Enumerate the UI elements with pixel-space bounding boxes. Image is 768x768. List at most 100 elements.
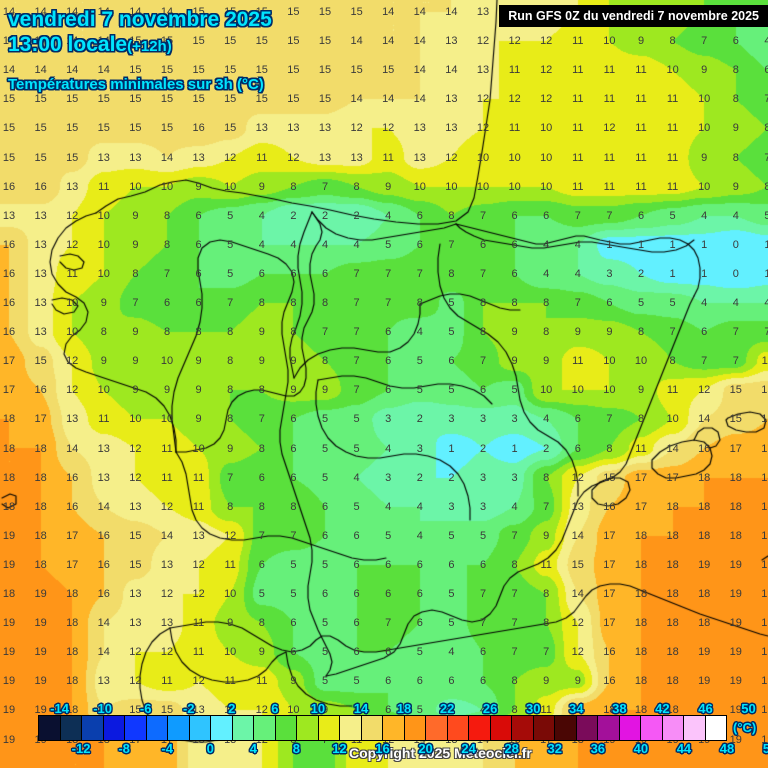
legend-tick-label: 22	[439, 701, 455, 716]
legend-swatch	[146, 716, 168, 740]
grid-temperature-value: 12	[192, 558, 205, 571]
grid-temperature-value: 7	[227, 297, 234, 309]
grid-temperature-value: 0	[732, 267, 739, 280]
grid-temperature-value: 7	[574, 209, 581, 222]
grid-temperature-value: 18	[634, 646, 648, 659]
grid-temperature-value: 18	[34, 471, 47, 484]
grid-temperature-value: 6	[353, 529, 360, 542]
grid-temperature-value: 19	[761, 675, 768, 688]
legend-tick-label: 0	[206, 741, 214, 756]
grid-temperature-value: 9	[132, 355, 139, 368]
grid-temperature-value: 8	[258, 297, 265, 309]
grid-temperature-value: 16	[2, 297, 16, 309]
grid-temperature-value: 5	[353, 675, 360, 688]
legend-swatch	[168, 716, 190, 740]
grid-temperature-value: 4	[511, 500, 518, 513]
grid-temperature-value: 12	[129, 442, 142, 455]
legend-tick-label: 6	[271, 701, 279, 716]
grid-temperature-value: 4	[416, 500, 423, 513]
grid-temperature-value: 8	[637, 326, 645, 339]
grid-temperature-value: 15	[160, 35, 174, 48]
grid-temperature-value: 6	[416, 209, 423, 222]
grid-temperature-value: 6	[321, 500, 329, 513]
grid-temperature-value: 17	[603, 588, 616, 600]
grid-temperature-value: 19	[729, 675, 742, 688]
grid-temperature-value: 18	[34, 500, 47, 513]
grid-temperature-value: 4	[479, 704, 487, 717]
grid-temperature-value: 8	[227, 413, 234, 426]
grid-temperature-value: 10	[192, 442, 205, 455]
grid-temperature-value: 9	[511, 355, 518, 368]
grid-temperature-value: 15	[255, 35, 268, 48]
grid-temperature-value: 3	[385, 471, 392, 484]
grid-temperature-value: 7	[732, 326, 739, 339]
grid-temperature-value: 12	[476, 93, 490, 106]
grid-temperature-value: 3	[479, 413, 487, 426]
grid-temperature-value: 19	[2, 675, 16, 688]
grid-temperature-value: 15	[129, 529, 142, 542]
grid-temperature-value: 8	[732, 151, 739, 164]
grid-temperature-value: 19	[761, 646, 768, 659]
grid-temperature-value: 5	[669, 297, 676, 309]
grid-temperature-value: 5	[448, 588, 455, 600]
legend-swatch	[383, 716, 405, 740]
grid-temperature-value: 1	[637, 238, 645, 251]
grid-temperature-value: 11	[666, 384, 679, 397]
grid-temperature-value: 8	[543, 326, 550, 339]
grid-temperature-value: 12	[160, 646, 174, 659]
grid-temperature-value: 8	[479, 326, 487, 339]
grid-temperature-value: 1	[764, 267, 768, 280]
grid-temperature-value: 11	[382, 151, 394, 164]
grid-temperature-value: 9	[258, 355, 265, 368]
grid-temperature-value: 4	[543, 238, 550, 251]
grid-temperature-value: 8	[543, 297, 550, 309]
grid-temperature-value: 8	[511, 558, 518, 571]
grid-temperature-value: 6	[385, 588, 392, 600]
grid-temperature-value: 4	[416, 326, 423, 339]
grid-temperature-value: 18	[2, 442, 16, 455]
grid-temperature-value: 8	[290, 297, 297, 309]
grid-temperature-value: 12	[192, 588, 205, 600]
grid-temperature-value: 5	[448, 297, 455, 309]
grid-temperature-value: 15	[192, 6, 205, 18]
grid-temperature-value: 15	[255, 93, 268, 106]
grid-temperature-value: 9	[290, 675, 297, 688]
grid-temperature-value: 11	[635, 442, 647, 455]
grid-temperature-value: 16	[34, 384, 47, 397]
grid-temperature-value: 8	[732, 64, 739, 77]
grid-temperature-value: 7	[258, 529, 265, 542]
grid-temperature-value: 17	[603, 558, 616, 571]
grid-temperature-value: 18	[761, 500, 768, 513]
grid-temperature-value: 15	[350, 6, 363, 18]
grid-temperature-value: 9	[543, 529, 550, 542]
legend-tick-label: -14	[50, 701, 69, 716]
grid-temperature-value: 15	[2, 151, 16, 164]
grid-temperature-value: 8	[543, 617, 550, 630]
grid-temperature-value: 19	[729, 617, 742, 630]
grid-temperature-value: 10	[129, 413, 142, 426]
grid-temperature-value: 5	[321, 558, 329, 571]
grid-temperature-value: 7	[606, 209, 613, 222]
grid-temperature-value: 18	[666, 529, 679, 542]
grid-temperature-value: 6	[511, 238, 518, 251]
grid-temperature-value: 9	[732, 122, 739, 135]
grid-temperature-value: 19	[761, 529, 768, 542]
grid-temperature-value: 19	[34, 617, 47, 630]
grid-temperature-value: 8	[258, 384, 265, 397]
grid-temperature-value: 11	[666, 151, 679, 164]
grid-temperature-value: 6	[163, 297, 171, 309]
grid-temperature-value: 10	[540, 122, 553, 135]
grid-temperature-value: 7	[163, 267, 171, 280]
color-scale-legend[interactable]	[38, 715, 727, 741]
grid-temperature-value: 6	[385, 355, 392, 368]
grid-temperature-value: 18	[66, 704, 79, 717]
legend-swatch	[232, 716, 254, 740]
grid-temperature-value: 14	[66, 6, 79, 18]
legend-tick-label: 34	[569, 701, 584, 716]
grid-temperature-value: 18	[2, 413, 16, 426]
grid-temperature-value: 10	[540, 180, 553, 193]
grid-temperature-value: 11	[761, 355, 768, 368]
grid-temperature-value: 15	[224, 122, 237, 135]
grid-temperature-value: 8	[511, 675, 518, 688]
grid-temperature-value: 8	[163, 209, 171, 222]
